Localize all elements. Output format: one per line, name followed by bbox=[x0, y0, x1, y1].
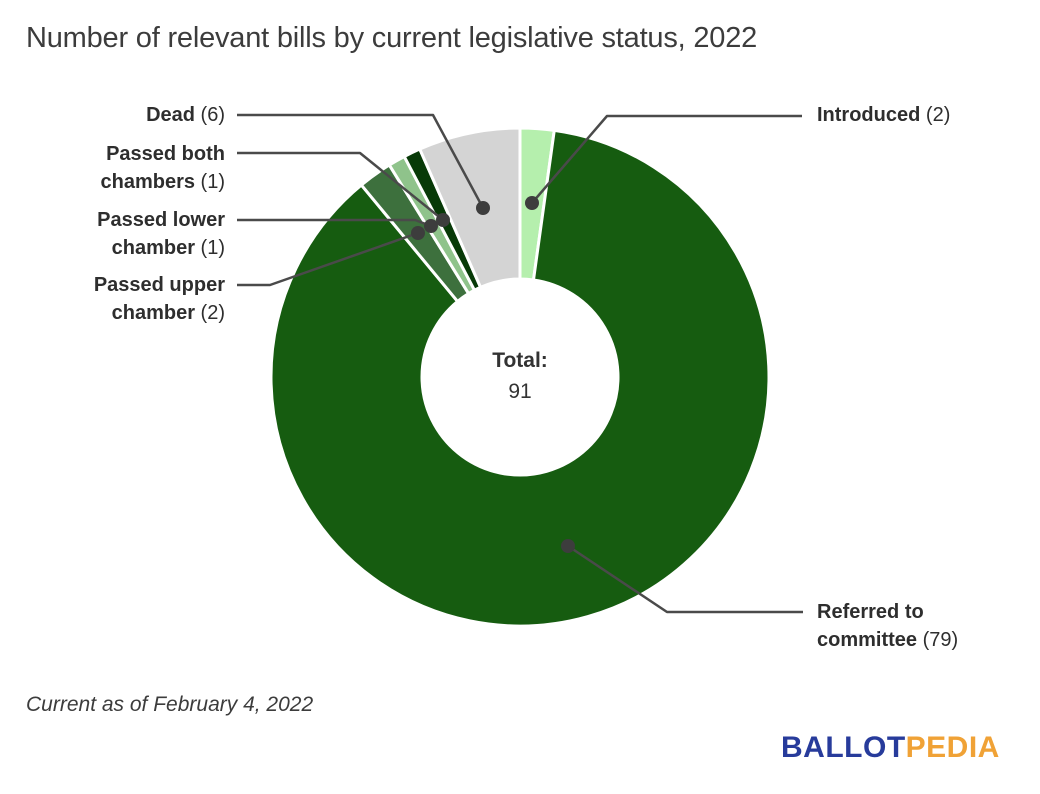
logo-ballot: BALLOT bbox=[781, 731, 906, 764]
callout-label: Referred to bbox=[817, 601, 924, 623]
callout-dead: Dead (6) bbox=[146, 101, 225, 129]
leader-dot-passed-both-chambers bbox=[436, 213, 450, 227]
callout-count: (79) bbox=[922, 629, 959, 651]
callout-label: Passed both bbox=[106, 143, 225, 165]
callout-label: Dead bbox=[146, 104, 195, 126]
leader-line-passed-both-chambers bbox=[237, 151, 444, 221]
callout-count: (2) bbox=[200, 302, 225, 324]
leader-line-referred-to-committee bbox=[567, 544, 803, 614]
chart-title: Number of relevant bills by current legi… bbox=[26, 22, 758, 54]
callout-count: (6) bbox=[200, 104, 225, 126]
slice-referred-to-committee bbox=[269, 128, 771, 628]
callout-label: chambers bbox=[100, 171, 195, 193]
callout-count: (1) bbox=[200, 171, 225, 193]
callout-passed-both-chambers: Passed both chambers (1) bbox=[100, 140, 225, 196]
ballotpedia-logo: BALLOTPEDIA bbox=[781, 731, 1000, 765]
callout-label: committee bbox=[817, 629, 918, 651]
callout-label: chamber bbox=[111, 237, 195, 259]
callout-label: chamber bbox=[111, 302, 195, 324]
callout-introduced: Introduced (2) bbox=[817, 101, 950, 129]
leader-dot-introduced bbox=[525, 196, 539, 210]
logo-pedia: PEDIA bbox=[905, 731, 1000, 764]
leader-dot-passed-lower-chamber bbox=[424, 219, 438, 233]
total-value: 91 bbox=[508, 380, 532, 403]
donut-slices bbox=[269, 126, 771, 628]
leader-dot-dead bbox=[476, 201, 490, 215]
callout-referred-to-committee: Referred to committee (79) bbox=[817, 598, 958, 654]
callout-count: (1) bbox=[200, 237, 225, 259]
callout-count: (2) bbox=[925, 104, 951, 126]
callout-label: Passed lower bbox=[97, 209, 225, 231]
total-label: Total: bbox=[492, 349, 548, 372]
callout-label: Passed upper bbox=[93, 274, 225, 296]
leader-line-dead bbox=[237, 113, 485, 209]
leader-line-passed-upper-chamber bbox=[237, 231, 419, 287]
donut-center-total: Total: 91 bbox=[420, 345, 620, 407]
footnote-current-as-of: Current as of February 4, 2022 bbox=[26, 693, 314, 716]
leader-dot-referred-to-committee bbox=[561, 539, 575, 553]
leader-dot-passed-upper-chamber bbox=[411, 226, 425, 240]
leader-lines bbox=[237, 113, 803, 614]
leader-line-introduced bbox=[531, 114, 802, 204]
callout-label: Introduced bbox=[817, 104, 921, 126]
callout-passed-lower-chamber: Passed lower chamber (1) bbox=[97, 206, 225, 262]
callout-passed-upper-chamber: Passed upper chamber (2) bbox=[94, 271, 225, 327]
